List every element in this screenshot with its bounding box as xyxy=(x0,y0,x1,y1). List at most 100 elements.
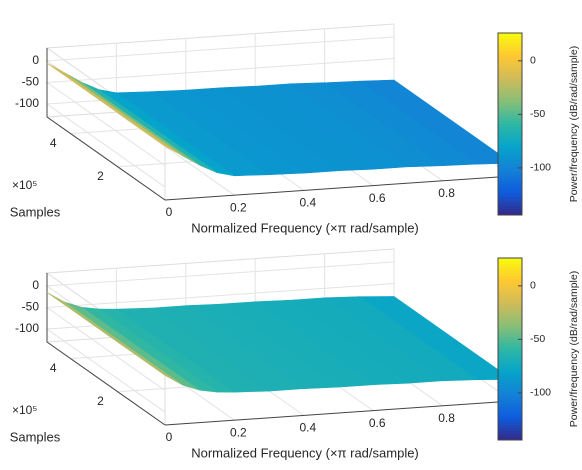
x-tick-label: 0.2 xyxy=(230,200,247,214)
colorbar-swatch xyxy=(498,93,522,98)
colorbar-swatch xyxy=(498,127,522,131)
x-tick-label: 0.8 xyxy=(438,186,455,200)
x-tick-label: 0.8 xyxy=(438,411,455,425)
x-axis xyxy=(164,400,513,426)
y-axis xyxy=(46,341,166,426)
x-tick-label: 0.6 xyxy=(369,191,386,205)
colorbar-swatch xyxy=(498,312,522,317)
colorbar-swatch xyxy=(498,258,522,262)
x-tick-label: 0.4 xyxy=(299,196,316,210)
colorbar-label: Power/frequency (dB/rad/sample) xyxy=(568,271,580,427)
colorbar-swatch xyxy=(498,124,522,128)
colorbar-swatch xyxy=(498,142,522,146)
colorbar-swatch xyxy=(498,114,522,119)
y-tick-label: 4 xyxy=(50,136,57,150)
y-tick-label: 2 xyxy=(97,394,104,408)
colorbar-swatch xyxy=(498,267,522,271)
colorbar-swatch xyxy=(498,178,522,183)
colorbar-swatch xyxy=(498,151,522,155)
colorbar-swatch xyxy=(498,412,522,417)
colorbar-swatch xyxy=(498,342,522,347)
colorbar-swatch xyxy=(498,145,522,149)
colorbar-tick-label: -50 xyxy=(530,108,545,120)
x-tick-label: 0.6 xyxy=(369,416,386,430)
colorbar-swatch xyxy=(498,421,522,426)
colorbar-swatch xyxy=(498,36,522,40)
colorbar-swatch xyxy=(498,388,522,392)
colorbar-swatch xyxy=(498,373,522,377)
colorbar-swatch xyxy=(498,415,522,420)
colorbar-swatch xyxy=(498,261,522,265)
surface-patch xyxy=(46,292,183,386)
colorbar-swatch xyxy=(498,433,522,438)
colorbar-swatch xyxy=(498,285,522,289)
colorbar-swatch xyxy=(498,139,522,143)
colorbar-swatch xyxy=(498,202,522,207)
colorbar-swatch xyxy=(498,105,522,110)
colorbar-swatch xyxy=(498,291,522,295)
colorbar-swatch xyxy=(498,117,522,122)
colorbar-swatch xyxy=(498,361,522,365)
z-tick-label: 0 xyxy=(32,278,39,292)
colorbar-swatch xyxy=(498,90,522,95)
colorbar-swatch xyxy=(498,60,522,64)
colorbar-swatch xyxy=(498,264,522,268)
colorbar-swatch xyxy=(498,406,522,411)
colorbar-swatch xyxy=(498,99,522,104)
colorbar-swatch xyxy=(498,81,522,86)
colorbar-swatch xyxy=(498,339,522,344)
colorbar-swatch xyxy=(498,133,522,137)
colorbar-swatch xyxy=(498,427,522,432)
colorbar-swatch xyxy=(498,367,522,371)
y-tick-label: 4 xyxy=(50,361,57,375)
colorbar-swatch xyxy=(498,87,522,92)
colorbar-swatch xyxy=(498,355,522,359)
colorbar-swatch xyxy=(498,175,522,180)
colorbar-tick-label: 0 xyxy=(530,280,536,292)
colorbar-swatch xyxy=(498,160,522,164)
colorbar-swatch xyxy=(498,54,522,58)
colorbar-swatch xyxy=(498,154,522,158)
colorbar-swatch xyxy=(498,57,522,61)
x-axis-label: Normalized Frequency (×π rad/sample) xyxy=(191,220,419,235)
colorbar-swatch xyxy=(498,282,522,286)
colorbar-swatch xyxy=(498,424,522,429)
colorbar-swatch xyxy=(498,187,522,192)
colorbar-swatch xyxy=(498,327,522,332)
colorbar-swatch xyxy=(498,199,522,204)
z-tick-label: -50 xyxy=(22,300,40,314)
colorbar-swatch xyxy=(498,51,522,55)
colorbar-swatch xyxy=(498,157,522,161)
colorbar-tick-label: -50 xyxy=(530,333,545,345)
colorbar-frame xyxy=(497,32,523,216)
colorbar-swatch xyxy=(498,205,522,210)
colorbar-swatch xyxy=(498,120,522,125)
colorbar-swatch xyxy=(498,190,522,195)
colorbar-swatch xyxy=(498,48,522,52)
colorbar-swatch xyxy=(498,400,522,405)
colorbar-swatch xyxy=(498,294,522,298)
colorbar-swatch xyxy=(498,288,522,292)
colorbar-swatch xyxy=(498,102,522,107)
colorbar-swatch xyxy=(498,172,522,177)
colorbar-swatch xyxy=(498,385,522,389)
colorbar-swatch xyxy=(498,409,522,414)
surface-patch xyxy=(46,62,183,156)
x-axis-label: Normalized Frequency (×π rad/sample) xyxy=(191,445,419,460)
colorbar-swatch xyxy=(498,69,522,73)
colorbar-swatch xyxy=(498,166,522,170)
y-axis-label: Samples xyxy=(10,204,61,219)
colorbar-swatch xyxy=(498,96,522,101)
colorbar-swatch xyxy=(498,66,522,70)
colorbar-swatch xyxy=(498,352,522,356)
colorbar-label: Power/frequency (dB/rad/sample) xyxy=(568,46,580,202)
colorbar-swatch xyxy=(498,376,522,380)
colorbar-swatch xyxy=(498,303,522,308)
colorbar-swatch xyxy=(498,211,522,216)
y-exponent: ×10⁵ xyxy=(12,403,37,417)
colorbar-swatch xyxy=(498,430,522,435)
colorbar-swatch xyxy=(498,394,522,399)
colorbar-swatch xyxy=(498,379,522,383)
z-tick-label: -50 xyxy=(22,75,40,89)
